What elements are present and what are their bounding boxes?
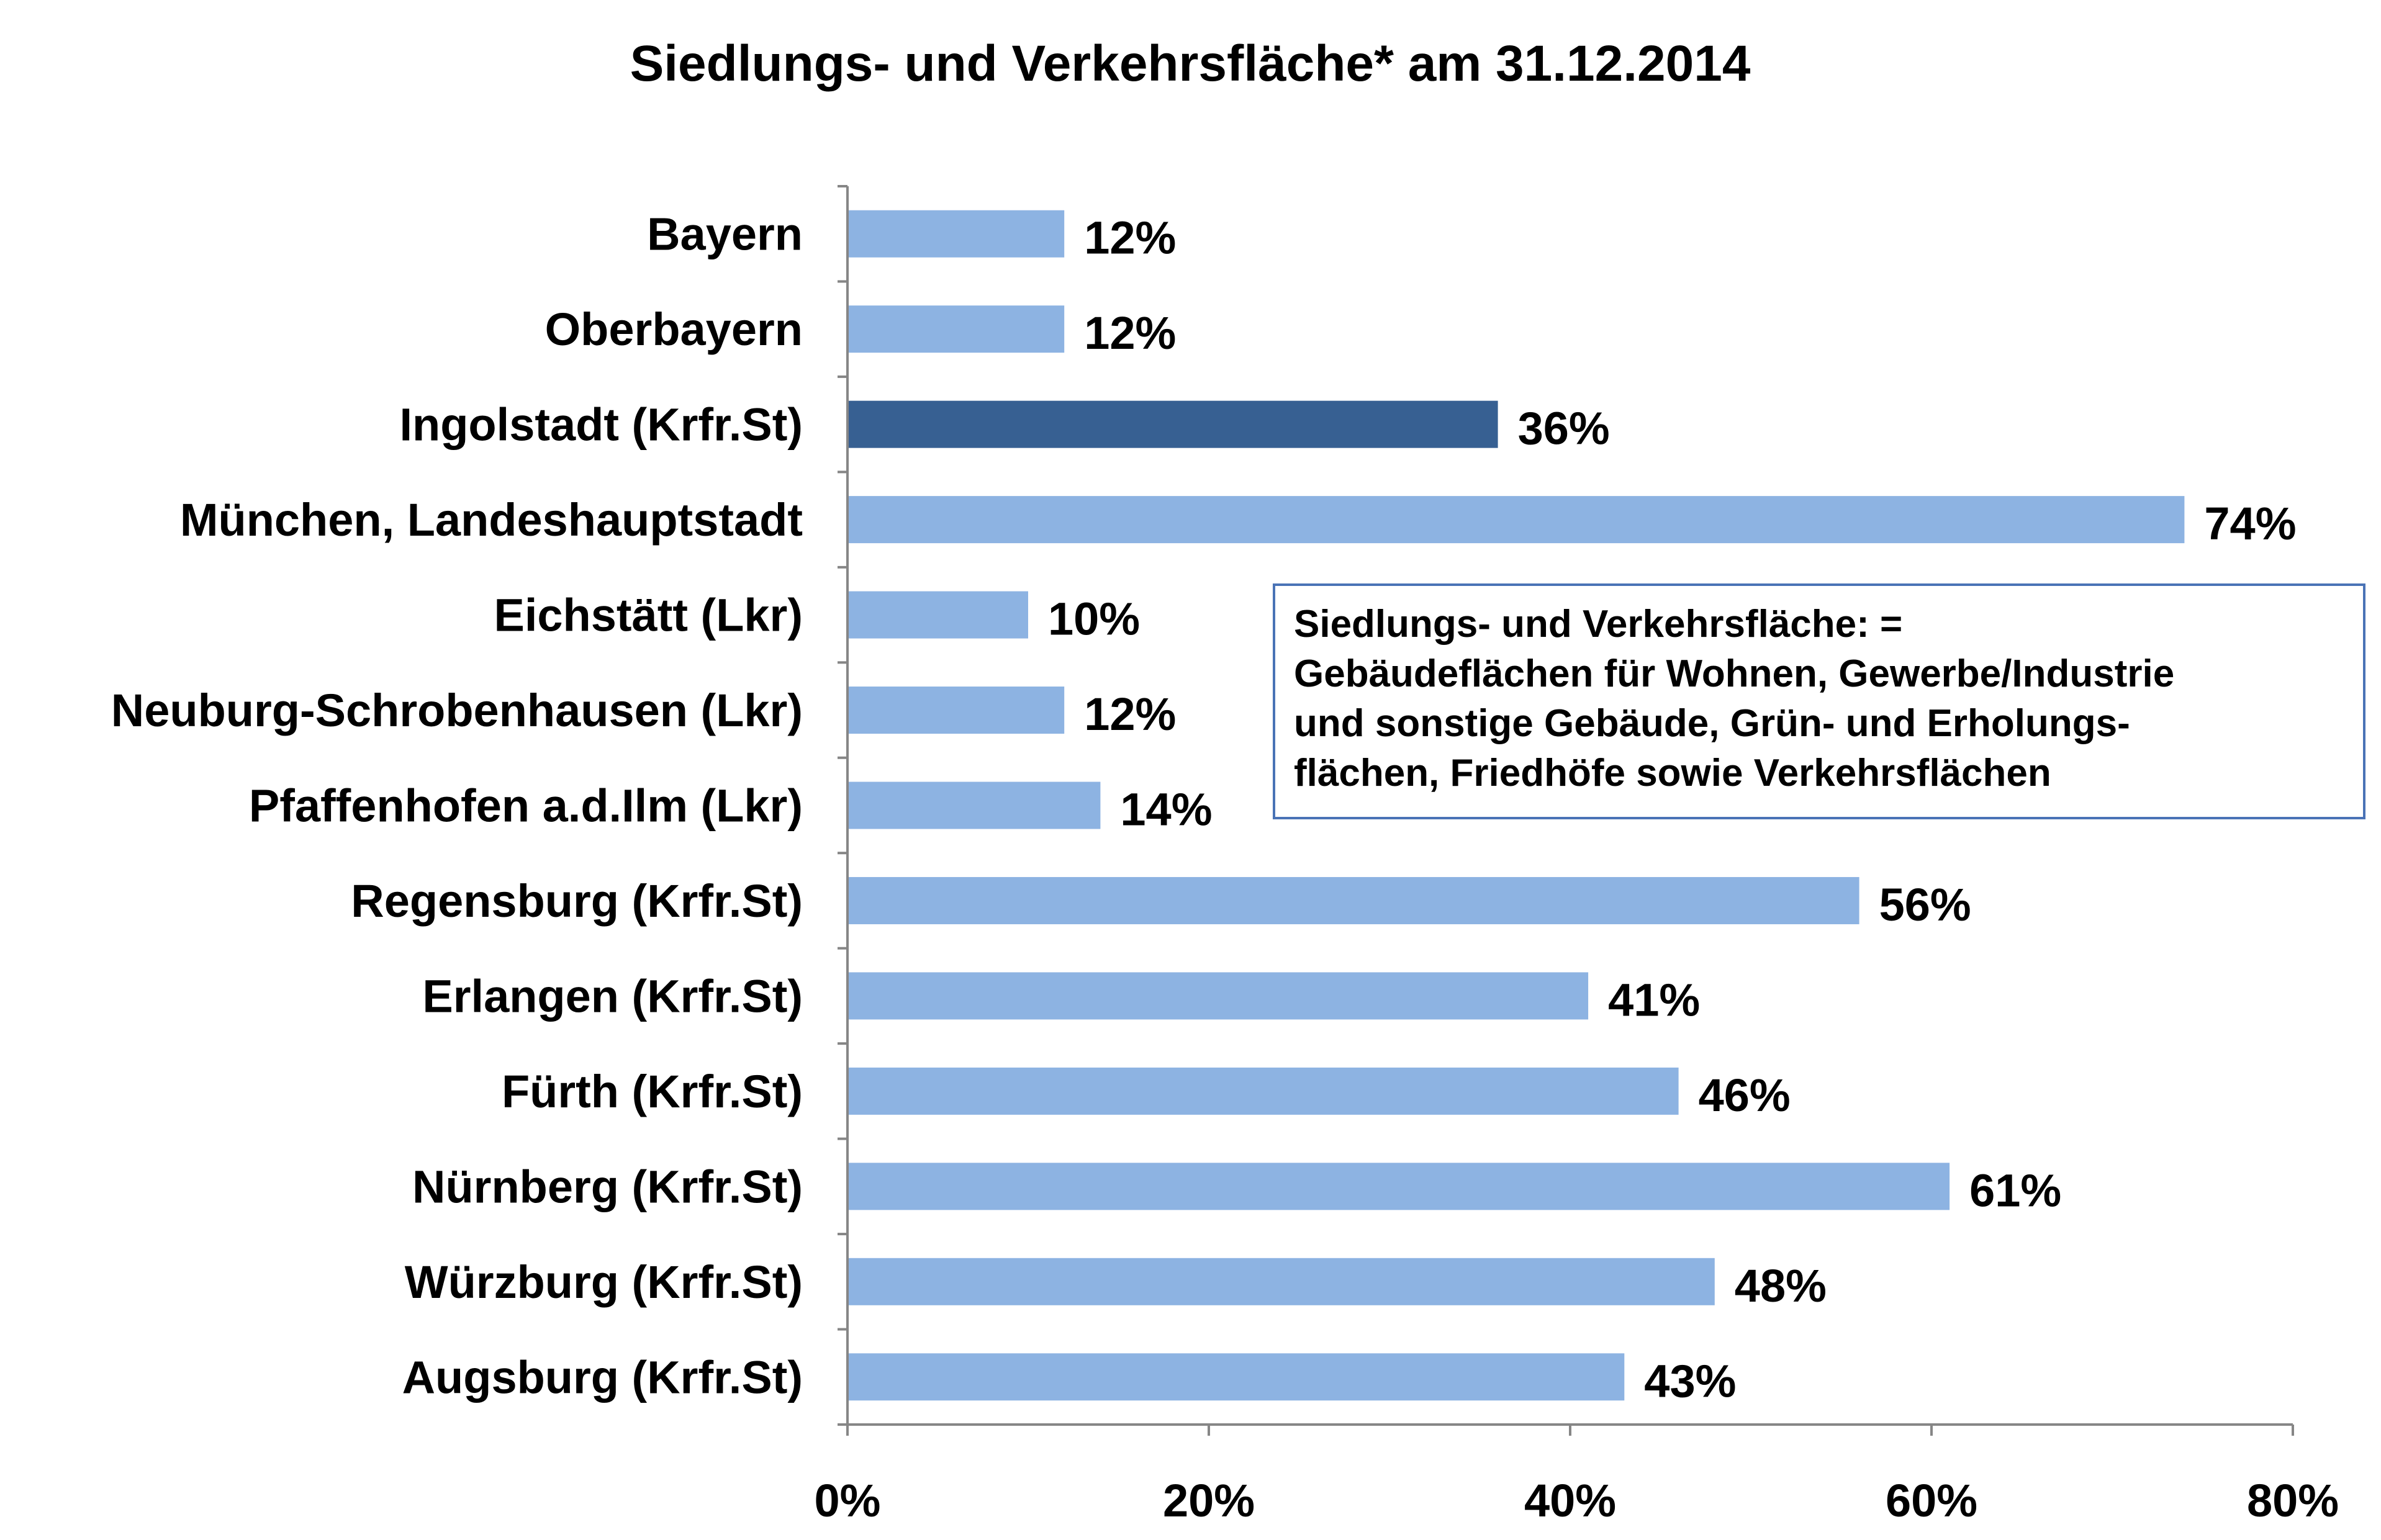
value-label: 43%	[1644, 1355, 1736, 1407]
x-tick-labels: 0% 20% 40% 60% 80%	[815, 1475, 2339, 1526]
bar	[849, 876, 1859, 924]
category-label: Erlangen (Krfr.St)	[422, 970, 803, 1022]
value-labels: 12% 12% 36% 74% 10% 12% 14% 56% 41% 46% 61% 48% 43%	[1048, 212, 2297, 1407]
axes	[838, 185, 2294, 1436]
value-label: 14%	[1120, 784, 1212, 835]
category-label: Oberbayern	[545, 304, 803, 355]
value-label: 74%	[2204, 498, 2296, 549]
value-label: 12%	[1084, 688, 1176, 740]
chart-title: Siedlungs- und Verkehrsfläche* am 31.12.…	[630, 35, 1751, 92]
value-label: 41%	[1608, 974, 1700, 1025]
category-label: Fürth (Krfr.St)	[502, 1066, 803, 1117]
bar	[849, 1067, 1679, 1115]
bar	[849, 305, 1065, 353]
bar	[849, 1258, 1715, 1305]
category-label: Bayern	[647, 209, 803, 260]
category-label: Eichstätt (Lkr)	[494, 590, 803, 641]
bar	[849, 781, 1101, 829]
bar	[849, 591, 1028, 639]
x-tick-label: 0%	[815, 1475, 881, 1526]
x-tick-label: 60%	[1886, 1475, 1977, 1526]
bar	[849, 1353, 1625, 1401]
category-label: Ingolstadt (Krfr.St)	[399, 399, 803, 451]
definition-note: Siedlungs- und Verkehrsfläche: = Gebäude…	[1273, 583, 2365, 819]
x-tick-label: 40%	[1524, 1475, 1616, 1526]
category-label: Nürnberg (Krfr.St)	[412, 1161, 803, 1212]
bar	[849, 687, 1065, 734]
category-label: Würzburg (Krfr.St)	[405, 1256, 803, 1308]
value-label: 61%	[1969, 1164, 2061, 1216]
value-label: 36%	[1518, 403, 1610, 454]
value-label: 46%	[1699, 1069, 1791, 1121]
bars-group	[849, 210, 2185, 1401]
value-label: 12%	[1084, 212, 1176, 264]
bar	[849, 496, 2185, 544]
value-label: 48%	[1735, 1260, 1827, 1312]
category-labels: Bayern Oberbayern Ingolstadt (Krfr.St) Münc…	[111, 209, 803, 1403]
bar	[849, 210, 1065, 258]
category-label: München, Landeshauptstadt	[180, 494, 803, 546]
value-label: 12%	[1084, 307, 1176, 359]
x-tick-label: 20%	[1163, 1475, 1255, 1526]
note-line: Siedlungs- und Verkehrsfläche: =	[1294, 603, 1903, 646]
value-label: 56%	[1879, 879, 1971, 930]
category-label: Augsburg (Krfr.St)	[402, 1351, 803, 1403]
category-label: Pfaffenhofen a.d.Ilm (Lkr)	[249, 780, 803, 832]
bar	[849, 400, 1498, 448]
bar	[849, 1163, 1950, 1210]
category-label: Regensburg (Krfr.St)	[351, 875, 803, 927]
x-tick-label: 80%	[2247, 1475, 2339, 1526]
note-line: und sonstige Gebäude, Grün- und Erholung…	[1294, 702, 2130, 745]
value-label: 10%	[1048, 593, 1140, 645]
category-label: Neuburg-Schrobenhausen (Lkr)	[111, 685, 803, 736]
note-line: Gebäudeflächen für Wohnen, Gewerbe/Indus…	[1294, 652, 2175, 695]
note-line: flächen, Friedhöfe sowie Verkehrsflächen	[1294, 752, 2051, 795]
bar	[849, 972, 1589, 1020]
